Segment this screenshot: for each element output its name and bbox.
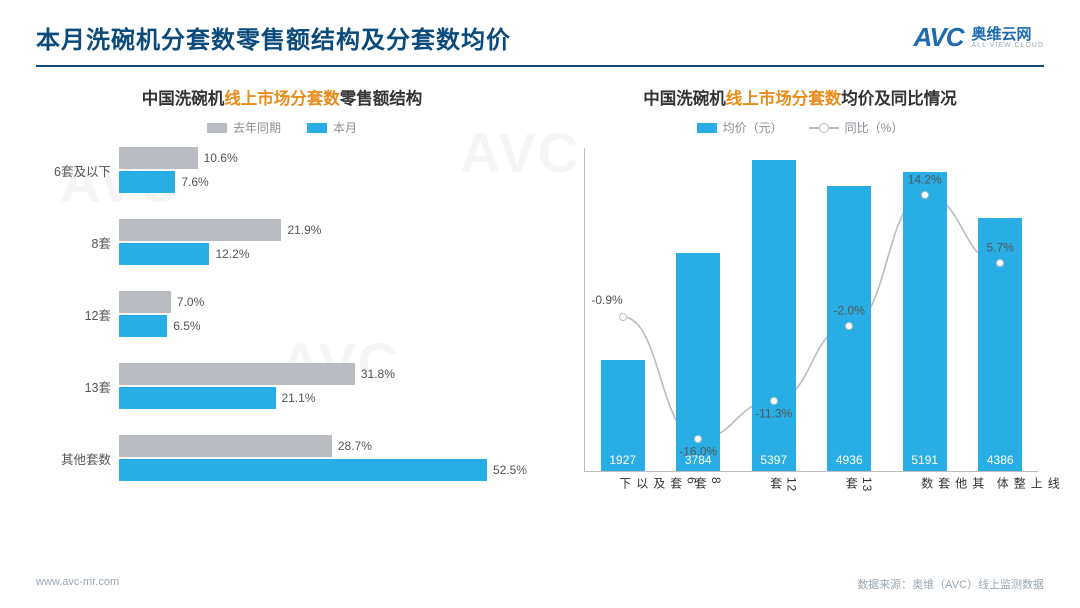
left-chart: 中国洗碗机线上市场分套数零售额结构 去年同期 本月 6套及以下 10.6% 7.6%…	[36, 85, 528, 564]
x-axis-label: 线上整体	[994, 477, 1062, 490]
bar-value: 10.6%	[204, 151, 238, 165]
bar-this-month	[119, 315, 167, 337]
legend-blue: 本月	[307, 119, 357, 136]
price-bar: 4386	[978, 218, 1022, 471]
yoy-marker	[996, 259, 1004, 267]
footer-url: www.avc-mr.com	[36, 576, 119, 592]
bar-value: 7.6%	[181, 175, 208, 189]
bar-group: 其他套数 28.7% 52.5%	[37, 433, 527, 483]
bar-prev-year	[119, 435, 332, 457]
page-title: 本月洗碗机分套数零售额结构及分套数均价	[36, 20, 511, 55]
bar-group: 13套 31.8% 21.1%	[37, 361, 527, 411]
bar-value: 7.0%	[177, 295, 204, 309]
bar-value: 31.8%	[361, 367, 395, 381]
yoy-marker	[694, 435, 702, 443]
right-plot-area: 19276套及以下-0.9%37848套-16.0%539712套-11.3%4…	[584, 148, 1038, 472]
footer: www.avc-mr.com 数据来源：奥维（AVC）线上监测数据	[36, 576, 1044, 592]
bar-this-month	[119, 243, 209, 265]
left-chart-title: 中国洗碗机线上市场分套数零售额结构	[36, 85, 528, 109]
bar-group: 6套及以下 10.6% 7.6%	[37, 145, 527, 195]
yoy-marker	[921, 191, 929, 199]
x-axis-label: 12套	[768, 477, 799, 492]
yoy-marker	[845, 322, 853, 330]
yoy-marker	[619, 313, 627, 321]
right-chart: 中国洗碗机线上市场分套数均价及同比情况 均价（元） 同比（%） 1927 6套及以…	[556, 85, 1044, 564]
group-label: 8套	[37, 233, 119, 252]
bar-value: 21.9%	[287, 223, 321, 237]
yoy-value: -11.3%	[755, 406, 792, 420]
price-value: 4936	[836, 453, 863, 467]
right-legend: 均价（元） 同比（%）	[556, 119, 1044, 136]
right-chart-title: 中国洗碗机线上市场分套数均价及同比情况	[556, 85, 1044, 109]
group-label: 其他套数	[37, 449, 119, 468]
bar-this-month	[119, 459, 487, 481]
left-plot-area: 6套及以下 10.6% 7.6% 8套 21.9% 12.2% 12套 7.0% 6.5% 13套…	[36, 144, 528, 564]
x-axis-label: 6套及以下	[617, 477, 699, 490]
bar-group: 8套 21.9% 12.2%	[37, 217, 527, 267]
x-axis-label: 13套	[843, 477, 874, 492]
price-bar: 5397	[752, 160, 796, 471]
yoy-line	[585, 148, 1038, 471]
logo: AVC 奥维云网 ALL VIEW CLOUD	[914, 22, 1044, 53]
price-value: 4386	[987, 453, 1014, 467]
group-label: 13套	[37, 377, 119, 396]
right-plot: 19276套及以下-0.9%37848套-16.0%539712套-11.3%4…	[556, 144, 1044, 544]
yoy-value: -2.0%	[834, 303, 865, 317]
yoy-value: -0.9%	[591, 293, 622, 307]
price-value: 5397	[760, 453, 787, 467]
x-axis-label: 8套	[692, 477, 723, 490]
bar-value: 21.1%	[282, 391, 316, 405]
bar-value: 12.2%	[215, 247, 249, 261]
logo-en: ALL VIEW CLOUD	[972, 42, 1044, 49]
group-label: 6套及以下	[37, 161, 119, 180]
legend-grey: 去年同期	[207, 119, 281, 136]
bar-value: 52.5%	[493, 463, 527, 477]
left-legend: 去年同期 本月	[36, 119, 528, 136]
bar-prev-year	[119, 363, 355, 385]
group-label: 12套	[37, 305, 119, 324]
yoy-value: -16.0%	[679, 444, 717, 458]
bar-prev-year	[119, 147, 198, 169]
bar-this-month	[119, 387, 276, 409]
logo-cn: 奥维云网	[972, 27, 1044, 42]
footer-source: 数据来源：奥维（AVC）线上监测数据	[857, 576, 1044, 592]
bar-group: 12套 7.0% 6.5%	[37, 289, 527, 339]
price-bar: 1927	[601, 360, 645, 471]
header: 本月洗碗机分套数零售额结构及分套数均价 AVC 奥维云网 ALL VIEW CL…	[36, 20, 1044, 67]
charts-row: 中国洗碗机线上市场分套数零售额结构 去年同期 本月 6套及以下 10.6% 7.6%…	[36, 85, 1044, 564]
legend-bar: 均价（元）	[697, 119, 783, 136]
bar-prev-year	[119, 219, 281, 241]
price-bar: 5191	[903, 172, 947, 471]
price-value: 1927	[609, 453, 636, 467]
x-axis-label: 其他套数	[919, 477, 987, 490]
page: AVC AVC AVC 本月洗碗机分套数零售额结构及分套数均价 AVC 奥维云网…	[0, 0, 1080, 608]
bar-value: 28.7%	[338, 439, 372, 453]
bar-prev-year	[119, 291, 171, 313]
legend-line: 同比（%）	[809, 119, 904, 136]
logo-mark: AVC	[914, 22, 964, 53]
yoy-value: 14.2%	[908, 172, 942, 186]
yoy-value: 5.7%	[987, 241, 1014, 255]
bar-value: 6.5%	[173, 319, 200, 333]
bar-this-month	[119, 171, 175, 193]
price-value: 5191	[911, 453, 938, 467]
yoy-marker	[770, 397, 778, 405]
